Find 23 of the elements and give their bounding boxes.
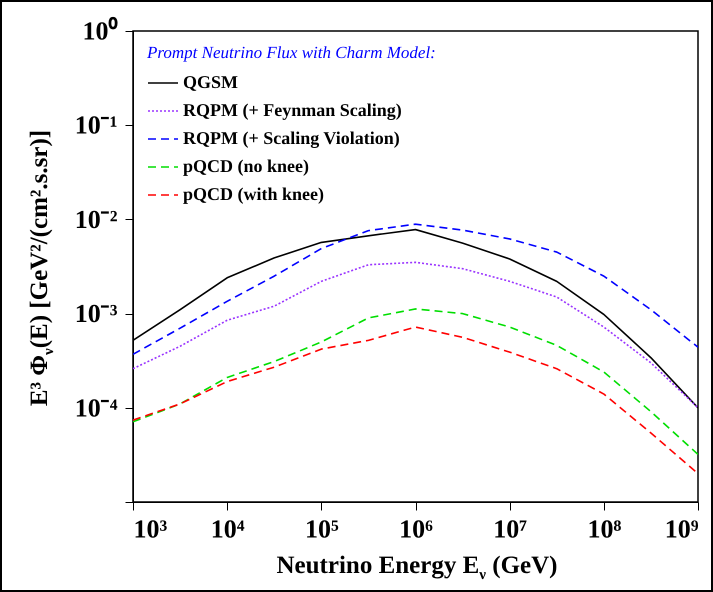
x-tick-label: 10⁷ xyxy=(493,514,528,544)
y-tick-label: 10⁻¹ xyxy=(74,110,118,140)
x-tick-label: 10⁴ xyxy=(210,514,245,544)
legend-label: QGSM xyxy=(183,72,238,92)
x-tick-label: 10⁶ xyxy=(399,514,434,544)
y-tick-label: 10⁻² xyxy=(74,204,118,234)
legend-label: RQPM (+ Feynman Scaling) xyxy=(183,100,402,120)
y-tick-label: 10⁰ xyxy=(82,16,118,46)
legend-label: RQPM (+ Scaling Violation) xyxy=(183,128,400,148)
x-tick-label: 10⁸ xyxy=(587,514,622,544)
line-series xyxy=(133,262,698,409)
x-tick-label: 10⁹ xyxy=(664,514,699,544)
legend-label: pQCD (with knee) xyxy=(183,184,324,204)
x-tick-label: 10³ xyxy=(134,514,168,544)
line-series xyxy=(133,308,698,456)
line-series xyxy=(133,326,698,474)
legend-title: Prompt Neutrino Flux with Charm Model: xyxy=(146,43,436,62)
x-tick-label: 10⁵ xyxy=(304,514,339,544)
x-axis-title: Neutrino Energy E$_{ν}$ (GeV) xyxy=(276,552,558,584)
legend-label: pQCD (no knee) xyxy=(183,156,310,176)
y-tick-label: 10⁻⁴ xyxy=(74,393,118,422)
y-tick-label: 10⁻³ xyxy=(74,299,118,328)
line-series xyxy=(133,223,698,356)
